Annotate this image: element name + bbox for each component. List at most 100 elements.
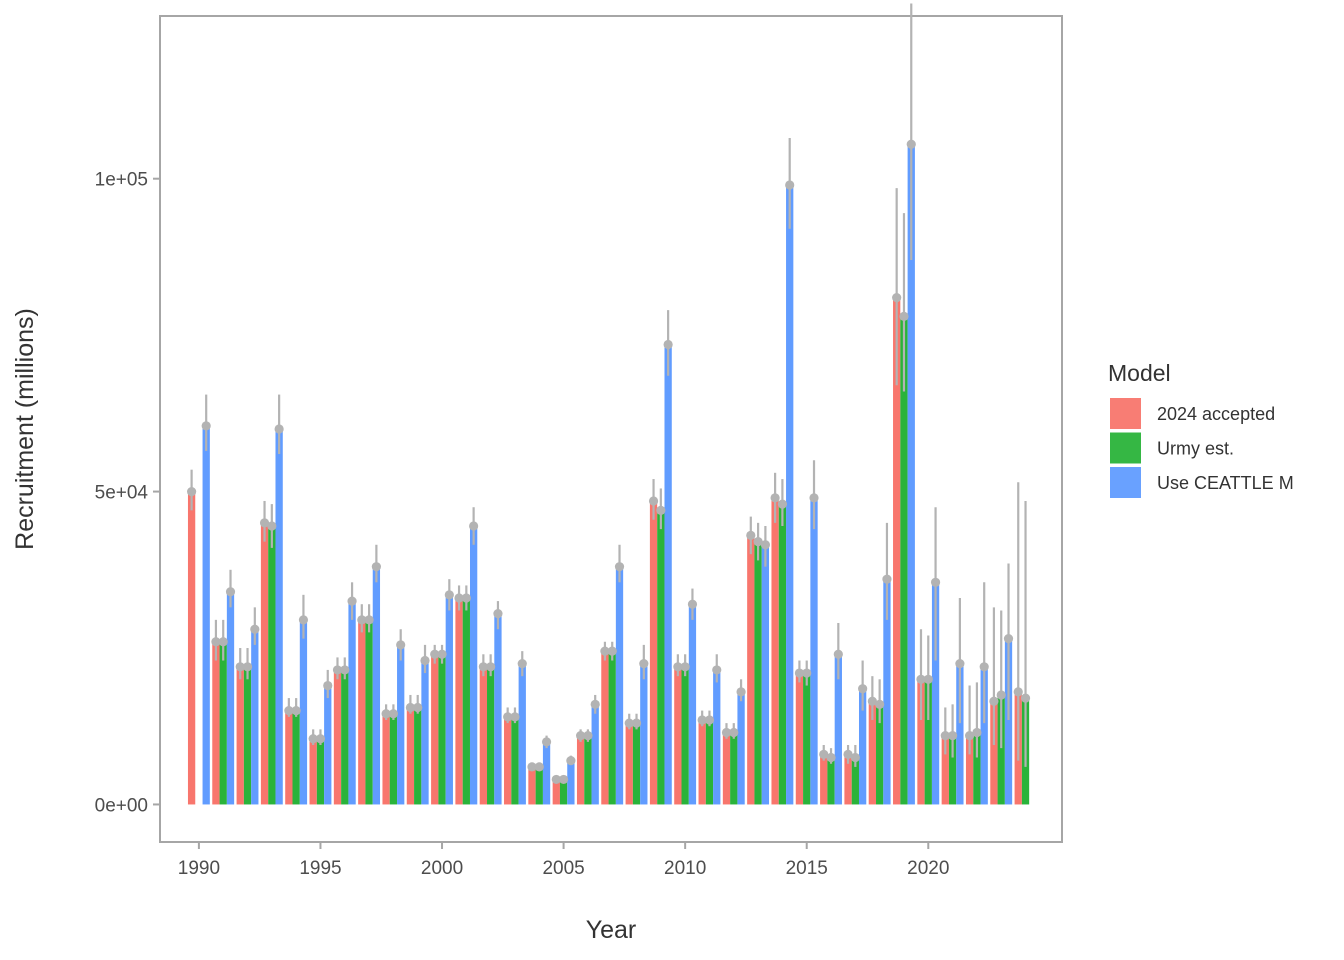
bar — [730, 732, 738, 805]
bar — [187, 491, 196, 805]
point-estimate — [250, 624, 260, 634]
point-estimate — [187, 486, 197, 497]
x-tick-label: 2015 — [786, 858, 828, 879]
bar — [462, 597, 470, 805]
point-estimate — [819, 749, 829, 759]
bar — [591, 704, 599, 805]
bar — [893, 297, 901, 805]
point-estimate — [704, 715, 715, 725]
point-estimate — [614, 562, 625, 572]
bar — [567, 760, 575, 805]
bar — [761, 544, 770, 805]
x-tick-label: 1995 — [299, 858, 341, 879]
bar — [299, 619, 308, 805]
point-estimate — [315, 734, 326, 744]
point-estimate — [413, 702, 423, 713]
x-axis-title: Year — [586, 916, 637, 944]
point-estimate — [770, 493, 780, 503]
bar — [479, 666, 487, 805]
bar — [455, 597, 463, 805]
point-estimate — [753, 537, 763, 547]
bar — [358, 619, 366, 805]
bar — [754, 541, 762, 805]
bar — [834, 654, 842, 805]
y-tick-label: 5e+04 — [95, 483, 149, 504]
point-estimate — [396, 640, 406, 650]
point-estimate — [454, 593, 464, 603]
bar — [674, 666, 682, 805]
legend-key-swatch — [1110, 432, 1141, 464]
point-estimate — [892, 292, 902, 303]
point-estimate — [527, 762, 537, 772]
point-estimate — [211, 637, 221, 647]
point-estimate — [444, 590, 454, 600]
x-tick-label: 2020 — [907, 858, 949, 879]
bar — [688, 604, 697, 805]
point-estimate — [624, 718, 634, 728]
bar — [584, 735, 592, 805]
point-estimate — [996, 690, 1006, 700]
point-estimate — [882, 574, 892, 584]
bar — [997, 694, 1005, 805]
bar — [285, 710, 293, 805]
bar — [260, 522, 269, 805]
bar — [810, 497, 818, 805]
bar — [601, 651, 609, 805]
bar — [268, 525, 276, 805]
point-estimate — [673, 662, 683, 672]
bar — [431, 654, 439, 805]
point-estimate — [777, 499, 788, 509]
point-estimate — [875, 699, 885, 709]
bar — [406, 707, 415, 805]
x-tick-label: 1990 — [178, 858, 220, 879]
point-estimate — [558, 774, 569, 785]
point-estimate — [712, 665, 722, 675]
point-estimate — [298, 615, 309, 625]
point-estimate — [551, 774, 561, 785]
point-estimate — [503, 712, 513, 722]
y-tick-label: 1e+05 — [95, 170, 148, 191]
bar — [348, 601, 356, 805]
legend-label: Use CEATTLE M — [1157, 473, 1294, 493]
point-estimate — [697, 715, 707, 725]
point-estimate — [785, 180, 795, 190]
bar — [778, 504, 787, 805]
legend-label: Urmy est. — [1157, 439, 1234, 459]
point-estimate — [600, 646, 610, 656]
bar — [202, 425, 210, 805]
point-estimate — [371, 562, 381, 572]
point-estimate — [802, 668, 812, 678]
bar — [747, 535, 755, 805]
point-estimate — [381, 709, 391, 719]
point-estimate — [340, 665, 350, 675]
point-estimate — [916, 674, 926, 684]
bar — [333, 669, 342, 805]
point-estimate — [729, 727, 739, 738]
bar — [397, 644, 405, 805]
bar — [907, 144, 915, 805]
bar — [469, 525, 478, 805]
point-estimate — [201, 421, 211, 431]
point-estimate — [259, 518, 270, 528]
legend-label: 2024 accepted — [1157, 404, 1275, 424]
bar — [552, 779, 560, 805]
bar — [324, 685, 332, 805]
point-estimate — [308, 734, 318, 744]
point-estimate — [680, 662, 690, 672]
bar — [632, 723, 641, 805]
point-estimate — [541, 737, 552, 747]
point-estimate — [687, 599, 698, 609]
bar — [649, 500, 658, 805]
bar — [941, 735, 949, 805]
legend-key-swatch — [1110, 467, 1141, 498]
point-estimate — [405, 702, 416, 713]
bar — [236, 666, 244, 805]
point-estimate — [420, 655, 430, 666]
point-estimate — [940, 731, 950, 741]
bar — [341, 669, 349, 805]
bar — [414, 707, 422, 805]
bar — [445, 594, 453, 805]
point-estimate — [388, 709, 398, 719]
bar — [820, 754, 828, 805]
point-estimate — [235, 662, 245, 672]
